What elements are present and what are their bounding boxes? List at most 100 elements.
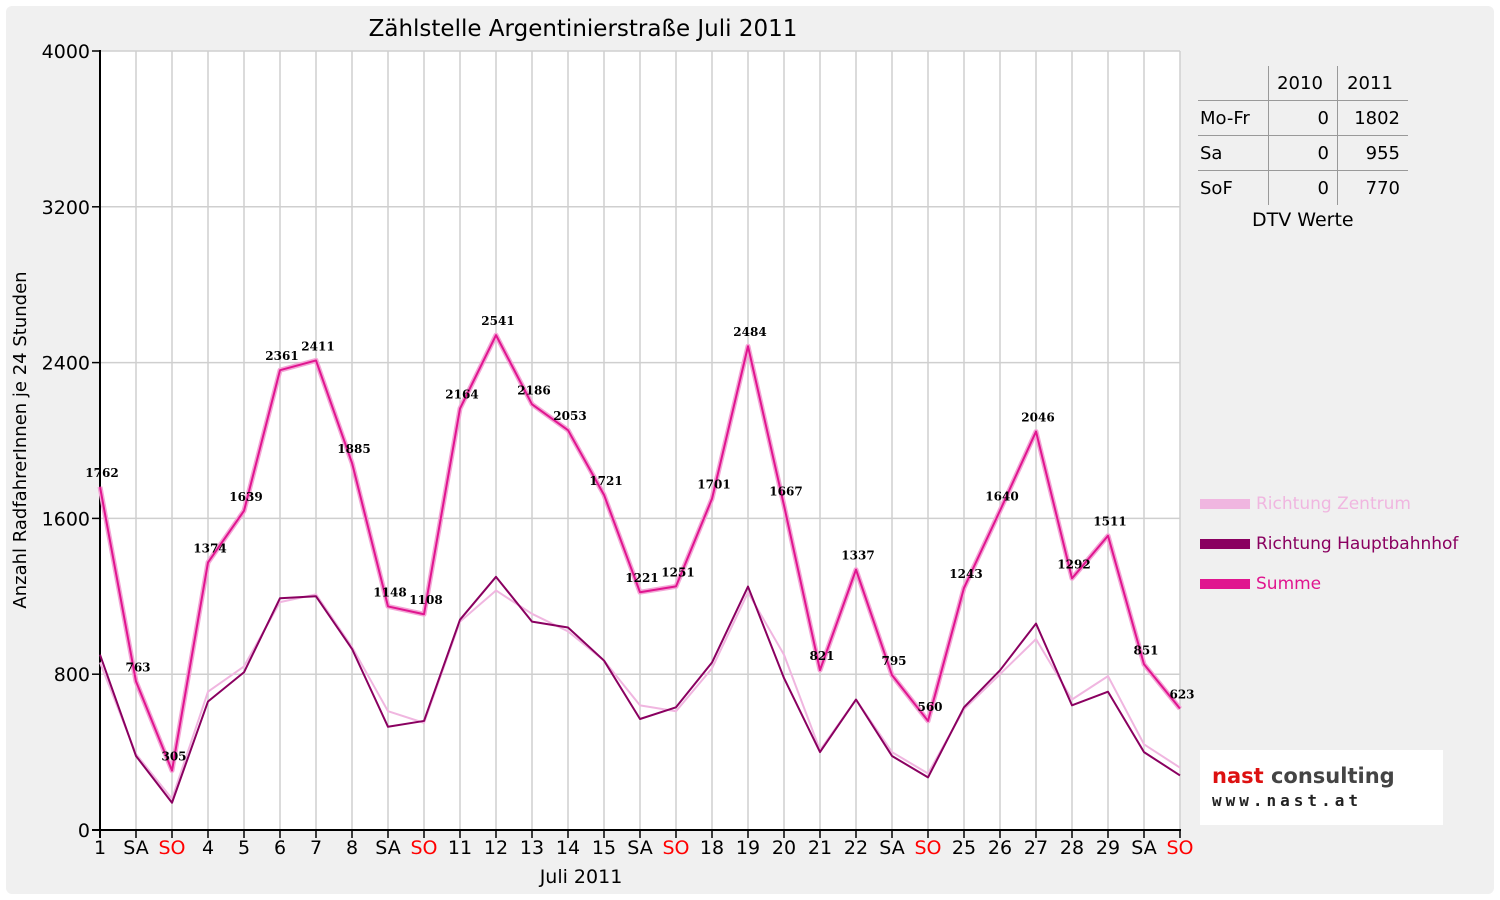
data-label: 2541 — [481, 314, 514, 328]
x-tick-label: 20 — [772, 837, 796, 859]
data-label: 1701 — [697, 478, 730, 492]
x-tick-label: 26 — [988, 837, 1012, 859]
x-tick-label: SO — [1166, 837, 1193, 859]
x-tick-label: 18 — [700, 837, 724, 859]
data-label: 1762 — [85, 466, 118, 480]
dtv-cell: 0 — [1268, 170, 1338, 205]
data-label: 2361 — [265, 349, 298, 363]
legend-swatch — [1200, 499, 1250, 509]
logo-name-part1: nast — [1212, 764, 1264, 788]
x-tick-label: 14 — [556, 837, 580, 859]
data-label: 1640 — [985, 490, 1018, 504]
data-label: 2484 — [733, 325, 766, 339]
y-tick-label: 1600 — [42, 508, 90, 530]
x-tick-label: SO — [410, 837, 437, 859]
logo-name-part2: consulting — [1263, 764, 1395, 788]
x-tick-label: 27 — [1024, 837, 1048, 859]
x-tick-label: 4 — [202, 837, 214, 859]
data-label: 2411 — [301, 339, 334, 353]
y-tick-label: 4000 — [42, 41, 90, 63]
series-line-0 — [99, 589, 1181, 800]
dtv-row-label: SoF — [1200, 177, 1233, 199]
dtv-caption: DTV Werte — [1252, 209, 1354, 231]
x-tick-label: 21 — [808, 837, 832, 859]
x-tick-label: 1 — [94, 837, 106, 859]
dtv-cell: 0 — [1268, 100, 1338, 136]
company-logo: nast consulting www.nast.at — [1200, 750, 1443, 825]
x-tick-label: SA — [627, 837, 652, 859]
y-axis-label: Anzahl RadfahrerInnen je 24 Stunden — [10, 271, 31, 608]
data-label: 795 — [881, 654, 906, 668]
grid-lines — [100, 50, 1181, 831]
dtv-header-2011: 2011 — [1337, 66, 1408, 101]
x-tick-label: 28 — [1060, 837, 1084, 859]
x-tick-label: 22 — [844, 837, 868, 859]
data-label: 1374 — [193, 541, 226, 555]
x-axis-label: Juli 2011 — [539, 866, 623, 888]
data-label: 1243 — [949, 567, 982, 581]
data-label: 1639 — [229, 490, 262, 504]
data-label: 1221 — [625, 571, 658, 585]
legend-label: Richtung Hauptbahnhof — [1256, 534, 1459, 554]
series-line-1 — [99, 575, 1181, 804]
series-lines — [97, 332, 1182, 804]
x-tick-label: SO — [662, 837, 689, 859]
axes: 0 800 1600 2400 3200 4000 1 SA SO 4 5 6 7 8 SA SO 11 12 13… — [42, 41, 1194, 859]
y-tick-label: 800 — [54, 664, 90, 686]
chart-title: Zählstelle Argentinierstraße Juli 2011 — [369, 16, 798, 42]
dtv-row-label: Mo-Fr — [1198, 100, 1269, 136]
x-tick-label: 15 — [592, 837, 616, 859]
dtv-header-row: 2010 2011 — [1198, 66, 1408, 101]
y-tick-label: 0 — [78, 820, 90, 842]
x-tick-label: SA — [375, 837, 400, 859]
data-label: 1667 — [769, 484, 802, 498]
data-label: 1292 — [1057, 557, 1090, 571]
data-label: 1251 — [661, 565, 694, 579]
data-label: 560 — [917, 700, 942, 714]
x-tick-label: 6 — [274, 837, 286, 859]
dtv-row-label: Sa — [1198, 135, 1269, 171]
data-label: 1885 — [337, 442, 370, 456]
dtv-cell: 955 — [1337, 135, 1408, 171]
legend-item: Richtung Zentrum — [1200, 494, 1411, 514]
x-tick-label: SA — [879, 837, 904, 859]
dtv-row: Sa 0 955 — [1198, 135, 1408, 171]
dtv-cell: 1802 — [1337, 100, 1408, 136]
x-tick-label: 25 — [952, 837, 976, 859]
data-label: 1511 — [1093, 515, 1126, 529]
data-label: 1721 — [589, 474, 622, 488]
x-tick-label: 11 — [448, 837, 472, 859]
y-tick-label: 3200 — [42, 197, 90, 219]
x-tick-label: 7 — [310, 837, 322, 859]
dtv-header-2010: 2010 — [1268, 66, 1338, 101]
legend-swatch — [1200, 539, 1250, 549]
series-line-2 — [99, 334, 1181, 772]
x-tick-label: 5 — [238, 837, 250, 859]
x-tick-label: 29 — [1096, 837, 1120, 859]
x-tick-label: SO — [914, 837, 941, 859]
x-tick-label: SA — [123, 837, 148, 859]
x-tick-label: 12 — [484, 837, 508, 859]
y-tick-label: 2400 — [42, 353, 90, 375]
dtv-row: SoF 0 770 — [1198, 170, 1408, 205]
dtv-cell: 770 — [1337, 170, 1408, 205]
legend-item: Richtung Hauptbahnhof — [1200, 534, 1458, 554]
data-label: 1108 — [409, 593, 442, 607]
data-label: 623 — [1169, 688, 1194, 702]
dtv-table: 2010 2011 Mo-Fr 0 1802 Sa 0 955 SoF 0 77… — [1198, 66, 1408, 205]
x-tick-label: 8 — [346, 837, 358, 859]
data-label: 1337 — [841, 549, 874, 563]
data-label: 851 — [1133, 643, 1158, 657]
legend-item: Summe — [1200, 574, 1321, 594]
data-label: 305 — [161, 750, 186, 764]
x-tick-label: SA — [1131, 837, 1156, 859]
logo-url: www.nast.at — [1212, 791, 1362, 810]
data-label: 1148 — [373, 585, 406, 599]
data-label: 763 — [125, 660, 150, 674]
dtv-row: Mo-Fr 0 1802 — [1198, 100, 1408, 136]
logo-name: nast consulting — [1212, 764, 1395, 788]
x-tick-label: 19 — [736, 837, 760, 859]
data-label: 821 — [809, 649, 834, 663]
data-label: 2186 — [517, 383, 550, 397]
